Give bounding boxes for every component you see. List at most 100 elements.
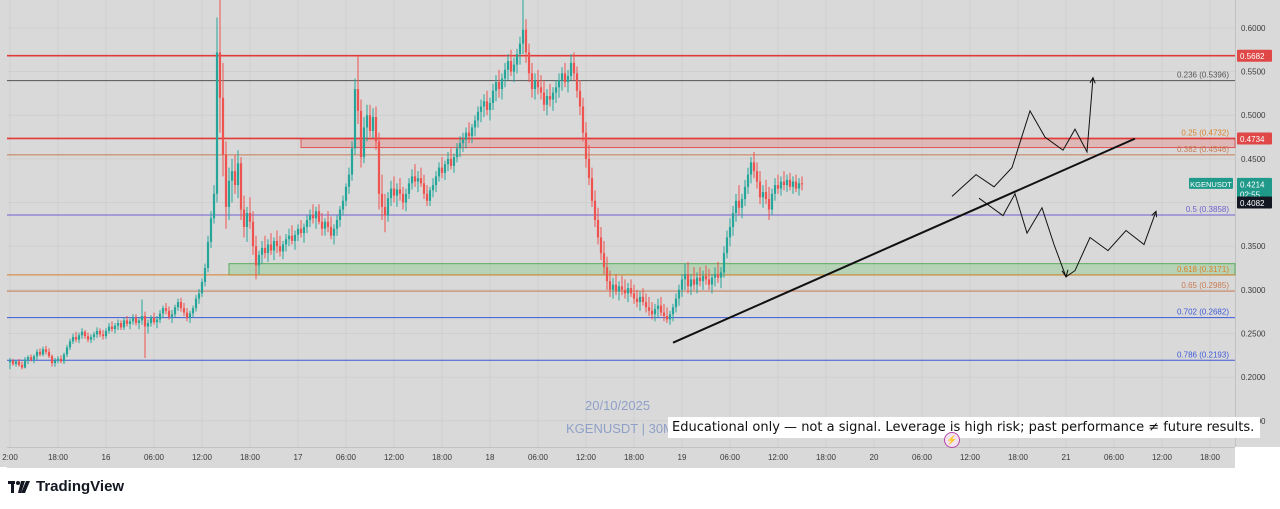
candle bbox=[137, 317, 141, 330]
candle bbox=[122, 317, 126, 331]
candle-body bbox=[749, 162, 753, 175]
candle-body bbox=[335, 220, 339, 229]
candle bbox=[539, 75, 543, 100]
candle bbox=[776, 174, 780, 194]
candle-body bbox=[392, 188, 396, 196]
candle bbox=[584, 122, 588, 168]
candle bbox=[488, 97, 492, 121]
candle-body bbox=[20, 364, 24, 368]
candle bbox=[422, 174, 426, 200]
time-scale[interactable] bbox=[7, 447, 1235, 468]
candle-body bbox=[374, 116, 378, 142]
candle bbox=[59, 355, 63, 364]
candle bbox=[530, 62, 534, 98]
candle-body bbox=[74, 336, 78, 340]
candle bbox=[548, 83, 552, 107]
candle-body bbox=[149, 317, 153, 324]
candle bbox=[446, 151, 450, 172]
candle bbox=[659, 296, 663, 317]
time-tick-label: 18:00 bbox=[48, 453, 69, 462]
candle-body bbox=[461, 139, 465, 144]
time-ticks: 2:00 18:00 16 06:00 12:00 18:00 17 06:00 12:00 18… bbox=[2, 453, 1220, 462]
candle-body bbox=[353, 89, 357, 149]
candle-body bbox=[68, 341, 72, 348]
lightning-icon[interactable]: ⚡ bbox=[944, 432, 960, 448]
chart-left-edge bbox=[0, 0, 7, 467]
candle bbox=[26, 355, 30, 365]
candle bbox=[794, 174, 798, 193]
candle bbox=[89, 334, 93, 344]
disclaimer-text: Educational only — not a signal. Leverag… bbox=[668, 417, 1261, 438]
candle-body bbox=[644, 302, 648, 308]
candle bbox=[575, 66, 579, 98]
candle-body bbox=[377, 141, 381, 194]
candle-body bbox=[281, 244, 285, 252]
candle bbox=[347, 167, 351, 194]
candle bbox=[737, 185, 741, 215]
candle bbox=[224, 141, 228, 229]
price-scale[interactable] bbox=[1235, 0, 1280, 447]
candle bbox=[80, 328, 84, 339]
candle-body bbox=[695, 277, 699, 285]
price-tick-label: 0.2500 bbox=[1241, 330, 1266, 339]
candle-body bbox=[653, 309, 657, 315]
candle bbox=[200, 278, 204, 297]
candle bbox=[692, 267, 696, 290]
candle-body bbox=[665, 316, 669, 320]
candle bbox=[707, 268, 711, 290]
tradingview-logo[interactable]: TradingView bbox=[8, 478, 124, 495]
candle-body bbox=[263, 247, 267, 254]
candle-body bbox=[563, 73, 567, 83]
candle bbox=[701, 270, 705, 290]
candle-body bbox=[71, 336, 75, 342]
candle bbox=[269, 233, 273, 255]
price-label-bg bbox=[1237, 132, 1272, 145]
candle bbox=[101, 330, 105, 340]
candle-body bbox=[350, 148, 354, 175]
candle bbox=[365, 104, 369, 142]
candle bbox=[170, 309, 174, 324]
watermark-date: 20/10/2025 bbox=[585, 398, 651, 413]
candle bbox=[431, 178, 435, 198]
candle-body bbox=[251, 221, 255, 247]
candle bbox=[479, 99, 483, 123]
candle bbox=[278, 235, 282, 257]
price-tick-label: 0.4500 bbox=[1241, 155, 1266, 164]
candle-body bbox=[455, 148, 459, 158]
candle-body bbox=[437, 167, 441, 177]
candle-body bbox=[431, 185, 435, 191]
candle-body bbox=[158, 313, 162, 320]
candle bbox=[398, 178, 402, 201]
candle-body bbox=[650, 310, 654, 315]
candle-body bbox=[425, 193, 429, 201]
candle bbox=[191, 305, 195, 318]
candle-body bbox=[272, 240, 276, 251]
candle bbox=[425, 185, 429, 207]
candle-body bbox=[569, 62, 573, 76]
candle-body bbox=[368, 115, 372, 131]
candle-body bbox=[200, 281, 204, 294]
fib-level-label: 0.65 (0.2985) bbox=[1181, 281, 1229, 290]
candle bbox=[587, 144, 591, 186]
candle bbox=[767, 186, 771, 221]
candle-body bbox=[47, 351, 51, 357]
chart-canvas[interactable]: 0.236 (0.5396) 0.25 (0.4732) 0.382 (0.4546… bbox=[0, 0, 1280, 467]
candle bbox=[71, 333, 75, 344]
candle bbox=[254, 235, 258, 280]
candle bbox=[188, 310, 192, 324]
candle bbox=[272, 237, 276, 261]
candle-body bbox=[473, 120, 477, 128]
candle-body bbox=[797, 183, 801, 189]
candle bbox=[209, 211, 213, 248]
candle bbox=[221, 62, 225, 177]
candle-body bbox=[656, 305, 660, 310]
candle-body bbox=[542, 92, 546, 105]
candle-body bbox=[227, 180, 231, 207]
candle bbox=[578, 80, 582, 116]
candle-body bbox=[275, 240, 279, 247]
candle-body bbox=[347, 174, 351, 187]
candle bbox=[338, 206, 342, 227]
candle-body bbox=[194, 298, 198, 309]
candle-body bbox=[710, 277, 714, 285]
